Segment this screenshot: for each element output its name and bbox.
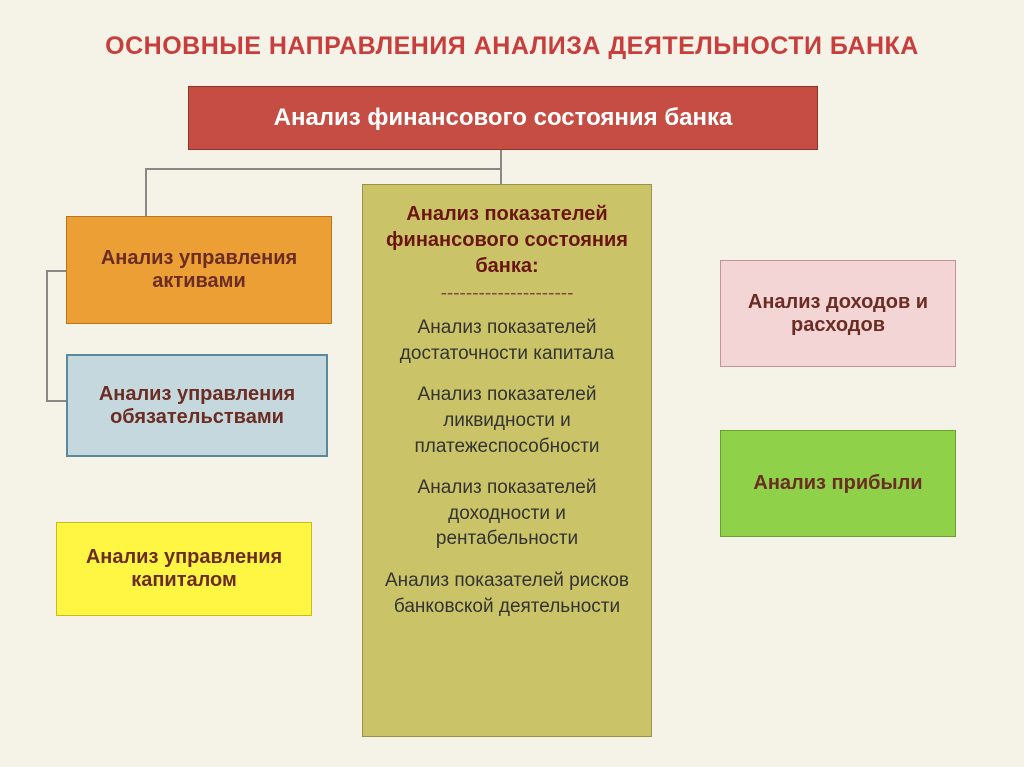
center-item-3: Анализ показателей рисков банковской дея… [375, 568, 639, 619]
connector-4 [46, 270, 66, 272]
center-divider: --------------------- [441, 283, 574, 305]
box-income: Анализ доходов и расходов [720, 260, 956, 367]
box-main: Анализ финансового состояния банка [188, 86, 818, 150]
center-header: Анализ показателей финансового состояния… [375, 201, 639, 279]
center-item-0: Анализ показателей достаточности капитал… [375, 315, 639, 366]
connector-5 [46, 270, 48, 402]
main-title: Основные направления анализа деятельност… [68, 32, 956, 61]
box-profit: Анализ прибыли [720, 430, 956, 537]
box-assets: Анализ управления активами [66, 216, 332, 324]
center-item-1: Анализ показателей ликвидности и платеже… [375, 382, 639, 459]
box-liabilities: Анализ управления обязательствами [66, 354, 328, 457]
box-capital: Анализ управления капиталом [56, 522, 312, 616]
center-item-2: Анализ показателей доходности и рентабел… [375, 475, 639, 552]
connector-2 [145, 168, 502, 170]
connector-6 [46, 400, 66, 402]
connector-1 [500, 150, 502, 184]
connector-3 [145, 168, 147, 216]
box-center: Анализ показателей финансового состояния… [362, 184, 652, 737]
